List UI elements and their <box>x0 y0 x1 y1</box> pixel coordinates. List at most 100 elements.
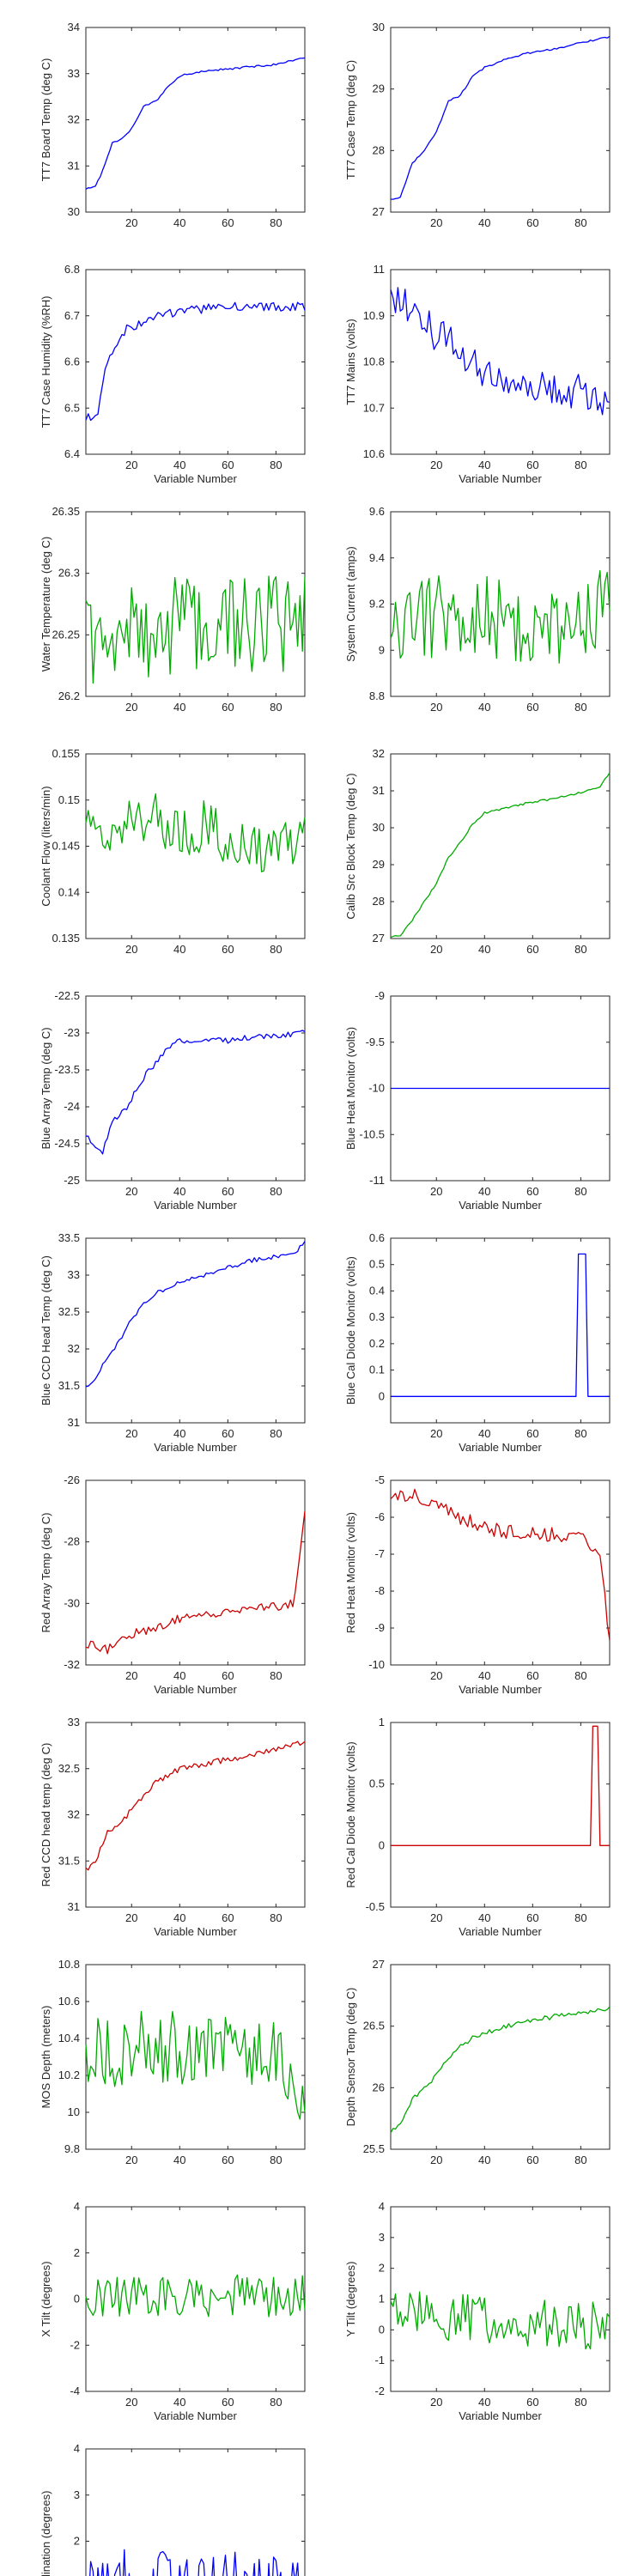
x-tick-label: 20 <box>430 943 442 956</box>
series-line <box>390 2006 611 2134</box>
y-tick-label: 4 <box>74 2442 80 2455</box>
x-tick-label: 40 <box>173 943 185 956</box>
y-tick-label: 30 <box>68 205 80 218</box>
x-tick-label: 60 <box>526 459 538 471</box>
y-axis-label: Blue Heat Monitor (volts) <box>344 1027 357 1150</box>
chart-panel-1: 20 40 60 80 30 31 32 33 34 TT7 Board Temp (deg C) <box>39 21 306 229</box>
y-tick-label: 2 <box>74 2535 80 2548</box>
y-tick-label: 0.4 <box>369 1284 385 1297</box>
y-tick-label: -11 <box>369 1174 385 1187</box>
y-tick-label: 31 <box>68 1416 80 1429</box>
x-tick-label: 60 <box>526 216 538 229</box>
x-tick-label: 40 <box>173 701 185 714</box>
chart-panel-18: 20 40 60 80 25.5 26 26.5 27 Depth Sensor Temp (d… <box>344 1958 611 2166</box>
y-tick-label: -8 <box>374 1584 385 1597</box>
y-tick-label: 30 <box>373 21 385 33</box>
x-tick-label: 40 <box>478 1911 490 1924</box>
x-tick-label: 60 <box>222 943 234 956</box>
y-tick-label: 6.6 <box>64 355 80 368</box>
x-tick-label: 20 <box>430 1185 442 1198</box>
y-tick-label: 0 <box>379 1838 385 1851</box>
y-tick-label: 0.145 <box>52 840 80 853</box>
x-tick-label: 40 <box>173 459 185 471</box>
y-axis-label: Water Temperature (deg C) <box>39 537 52 672</box>
x-axis-label: Variable Number <box>459 1441 542 1454</box>
y-tick-label: 0.1 <box>369 1364 385 1376</box>
x-axis-label: Variable Number <box>154 472 237 485</box>
y-tick-label: 26.5 <box>363 2020 385 2032</box>
y-axis-label: Red Cal Diode Monitor (volts) <box>344 1741 357 1888</box>
x-axis-label: Variable Number <box>459 1683 542 1696</box>
plot-frame <box>390 269 611 455</box>
x-tick-label: 40 <box>478 701 490 714</box>
x-tick-label: 20 <box>125 459 137 471</box>
x-tick-label: 20 <box>125 2396 137 2409</box>
x-tick-label: 40 <box>173 1185 185 1198</box>
y-tick-label: 10.8 <box>363 355 385 368</box>
y-tick-label: -22.5 <box>54 989 80 1002</box>
x-tick-label: 20 <box>430 1911 442 1924</box>
y-tick-label: -26 <box>64 1473 80 1486</box>
y-tick-label: 2 <box>379 2262 385 2275</box>
y-tick-label: 9.8 <box>64 2142 80 2155</box>
x-tick-label: 40 <box>478 943 490 956</box>
y-tick-label: 6.8 <box>64 263 80 276</box>
y-tick-label: 33 <box>68 1716 80 1728</box>
y-tick-label: 32 <box>373 747 385 760</box>
x-axis-label: Variable Number <box>459 1925 542 1938</box>
y-tick-label: -9 <box>374 989 385 1002</box>
x-tick-label: 80 <box>270 701 282 714</box>
y-tick-label: 9 <box>379 643 385 656</box>
x-tick-label: 20 <box>430 1427 442 1440</box>
y-axis-label: Depth Sensor Temp (deg C) <box>344 1988 357 2127</box>
chart-panel-8: 20 40 60 80 27 28 29 30 31 32 Calib Src Block Temp… <box>344 747 611 956</box>
y-tick-label: -25 <box>64 1174 80 1187</box>
x-tick-label: 20 <box>125 701 137 714</box>
y-tick-label: 0 <box>379 1389 385 1402</box>
x-tick-label: 40 <box>173 1427 185 1440</box>
y-tick-label: 0.2 <box>369 1337 385 1350</box>
series-line <box>85 2011 306 2120</box>
y-tick-label: 10.9 <box>363 309 385 322</box>
y-tick-label: 0 <box>379 2323 385 2336</box>
plot-frame <box>390 1237 611 1424</box>
y-tick-label: 26 <box>373 2081 385 2093</box>
plot-frame <box>390 753 611 939</box>
y-tick-label: 4 <box>74 2200 80 2213</box>
y-tick-label: 0.6 <box>369 1231 385 1244</box>
plot-frame <box>390 1479 611 1666</box>
x-tick-label: 40 <box>478 2396 490 2409</box>
y-tick-label: 10.4 <box>58 2032 80 2044</box>
y-tick-label: 26.2 <box>58 690 80 702</box>
y-tick-label: 33.5 <box>58 1231 80 1244</box>
y-tick-label: -10.5 <box>359 1127 385 1140</box>
y-tick-label: 29 <box>373 858 385 871</box>
y-tick-label: 25.5 <box>363 2142 385 2155</box>
y-tick-label: 0.15 <box>58 793 80 806</box>
y-axis-label: Blue CCD Head Temp (deg C) <box>39 1255 52 1406</box>
y-tick-label: -5 <box>374 1473 385 1486</box>
y-tick-label: -9 <box>374 1621 385 1634</box>
y-tick-label: 32 <box>68 113 80 126</box>
y-axis-label: Calib Src Block Temp (deg C) <box>344 773 357 919</box>
x-tick-label: 40 <box>478 1185 490 1198</box>
chart-panel-11: 20 40 60 80 31 31.5 32 32.5 33 33.5 Variable Numbe… <box>39 1231 306 1454</box>
y-tick-label: 27 <box>373 1958 385 1971</box>
y-tick-label: 33 <box>68 67 80 80</box>
plot-frame <box>85 1237 306 1424</box>
plot-frame <box>390 2206 611 2392</box>
x-axis-label: Variable Number <box>154 1683 237 1696</box>
y-axis-label: TT7 Board Temp (deg C) <box>39 58 52 182</box>
series-line <box>85 2274 306 2318</box>
plot-frame <box>390 1964 611 2150</box>
y-axis-label: Blue Array Temp (deg C) <box>39 1027 52 1149</box>
y-tick-label: 10.6 <box>363 447 385 460</box>
y-tick-label: 27 <box>373 205 385 218</box>
plot-frame <box>85 1964 306 2150</box>
x-tick-label: 60 <box>222 216 234 229</box>
y-tick-label: 28 <box>373 143 385 156</box>
x-axis-label: Variable Number <box>459 472 542 485</box>
x-tick-label: 20 <box>125 1669 137 1682</box>
y-tick-label: 32 <box>68 1342 80 1355</box>
x-tick-label: 40 <box>173 2396 185 2409</box>
